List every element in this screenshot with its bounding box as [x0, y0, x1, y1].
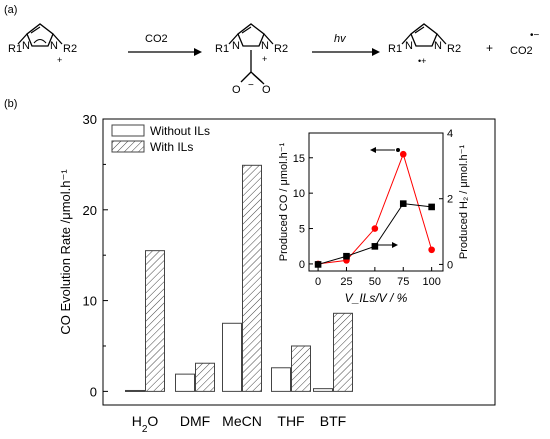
inset-x-tick-label: 25 [340, 276, 352, 288]
substituent-r2: R2 [274, 43, 288, 55]
inset-x-tick-label: 100 [422, 276, 440, 288]
bar-chart-categories: H2O DMF MeCN THF BTF [132, 413, 347, 435]
radical-cation-mark: •+ [418, 56, 426, 66]
svg-text:N: N [22, 40, 30, 52]
bar-with-ils [333, 312, 353, 392]
imidazolium-cation: N N R1 R2 + [8, 23, 77, 65]
bar-without-ils [125, 389, 145, 392]
imidazolium-radical-cation: N N R1 R2 •+ [388, 23, 461, 66]
inset-left-tick-label: 15 [293, 153, 305, 165]
inset-x-axis-label: V_ILs/V / % [345, 291, 408, 305]
legend-label: Without ILs [150, 124, 210, 138]
bar-without-ils [313, 388, 333, 392]
cation-charge: + [262, 54, 267, 64]
inset-axis-arrows [370, 147, 400, 248]
inset-left-tick-label: 5 [299, 224, 305, 236]
bar-chart-legend: Without ILs With ILs [111, 124, 210, 154]
inset-right-tick-label: 4 [447, 128, 453, 140]
svg-text:N: N [405, 40, 413, 52]
category-label: THF [277, 413, 304, 429]
legend-swatch [111, 140, 145, 153]
svg-text:N: N [261, 40, 269, 52]
bar-with-ils [291, 345, 311, 392]
legend-label: With ILs [150, 140, 193, 154]
bar-without-ils [271, 367, 291, 392]
inset-point-h2 [314, 261, 322, 268]
svg-text:N: N [232, 40, 240, 52]
category-label: H2O [132, 413, 159, 435]
inset-chart-ticks: 0 25 50 75 100 0 5 10 15 0 2 4 [293, 128, 453, 288]
reaction-arrow-2: hv [312, 33, 380, 56]
category-label: DMF [180, 413, 210, 429]
inset-point-h2 [428, 203, 435, 211]
bar-chart-bars [125, 164, 353, 392]
bar-without-ils [222, 322, 242, 392]
svg-text:N: N [50, 40, 58, 52]
product-mark: •− [530, 30, 540, 41]
inset-point-h2 [343, 252, 350, 260]
carboxylate-charge: − [248, 80, 254, 91]
inset-chart-series [314, 150, 435, 268]
inset-point-co [428, 246, 435, 254]
bar-with-ils [145, 250, 165, 392]
inset-right-tick-label: 0 [447, 259, 453, 271]
inset-point-co [371, 225, 379, 232]
reagent-light: hv [334, 33, 347, 45]
inset-point-h2 [399, 200, 407, 207]
inset-point-co [399, 150, 407, 158]
category-label: BTF [320, 413, 346, 429]
inset-right-axis-label: Produced H₂ / μmol.h⁻¹ [458, 145, 470, 260]
inset-left-tick-label: 0 [299, 259, 305, 271]
category-label: MeCN [222, 413, 262, 429]
inset-chart: 0 25 50 75 100 0 5 10 15 0 2 4 Produced CO / μmol.h… [267, 127, 485, 309]
inset-left-tick-label: 10 [293, 188, 305, 200]
imidazolium-carboxylate: N N R1 R2 + O O − [215, 23, 288, 96]
y-tick-label: 10 [83, 294, 97, 309]
bar-chart-frame [102, 118, 496, 406]
plus-sign: + [486, 41, 493, 55]
reaction-arrow-1: CO2 [128, 33, 202, 56]
substituent-r1: R1 [8, 43, 22, 55]
inset-left-axis-label: Produced CO / μmol.h⁻¹ [278, 142, 290, 261]
substituent-r1: R1 [215, 43, 229, 55]
bar-without-ils [175, 373, 195, 392]
substituent-r1: R1 [388, 43, 402, 55]
legend-swatch [111, 124, 145, 137]
substituent-r2: R2 [447, 43, 461, 55]
inset-chart-frame [308, 132, 444, 272]
cation-charge: + [57, 55, 62, 65]
svg-text:O: O [232, 84, 241, 96]
bar-chart-y-axis-label: CO Evolution Rate /μmol.h⁻¹ [58, 169, 73, 335]
product-co2: CO2 [510, 45, 533, 57]
y-tick-label: 0 [90, 384, 97, 399]
inset-x-tick-label: 75 [397, 276, 409, 288]
inset-point-h2 [371, 243, 379, 250]
reagent-co2: CO2 [145, 33, 168, 45]
right-axis-arrow [392, 242, 398, 248]
bar-chart-y-ticks: 0 10 20 30 [83, 112, 108, 399]
left-axis-arrow [370, 147, 376, 153]
bar-with-ils [242, 164, 262, 392]
inset-x-tick-label: 0 [315, 276, 321, 288]
inset-x-tick-label: 50 [369, 276, 381, 288]
panel-a-label: (a) [4, 4, 17, 16]
y-tick-label: 30 [83, 112, 97, 127]
inset-right-tick-label: 2 [447, 194, 453, 206]
substituent-r2: R2 [63, 43, 77, 55]
bar-with-ils [195, 362, 215, 392]
y-tick-label: 20 [83, 203, 97, 218]
svg-text:O: O [262, 84, 271, 96]
panel-b-label: (b) [4, 98, 17, 110]
svg-text:N: N [434, 40, 442, 52]
